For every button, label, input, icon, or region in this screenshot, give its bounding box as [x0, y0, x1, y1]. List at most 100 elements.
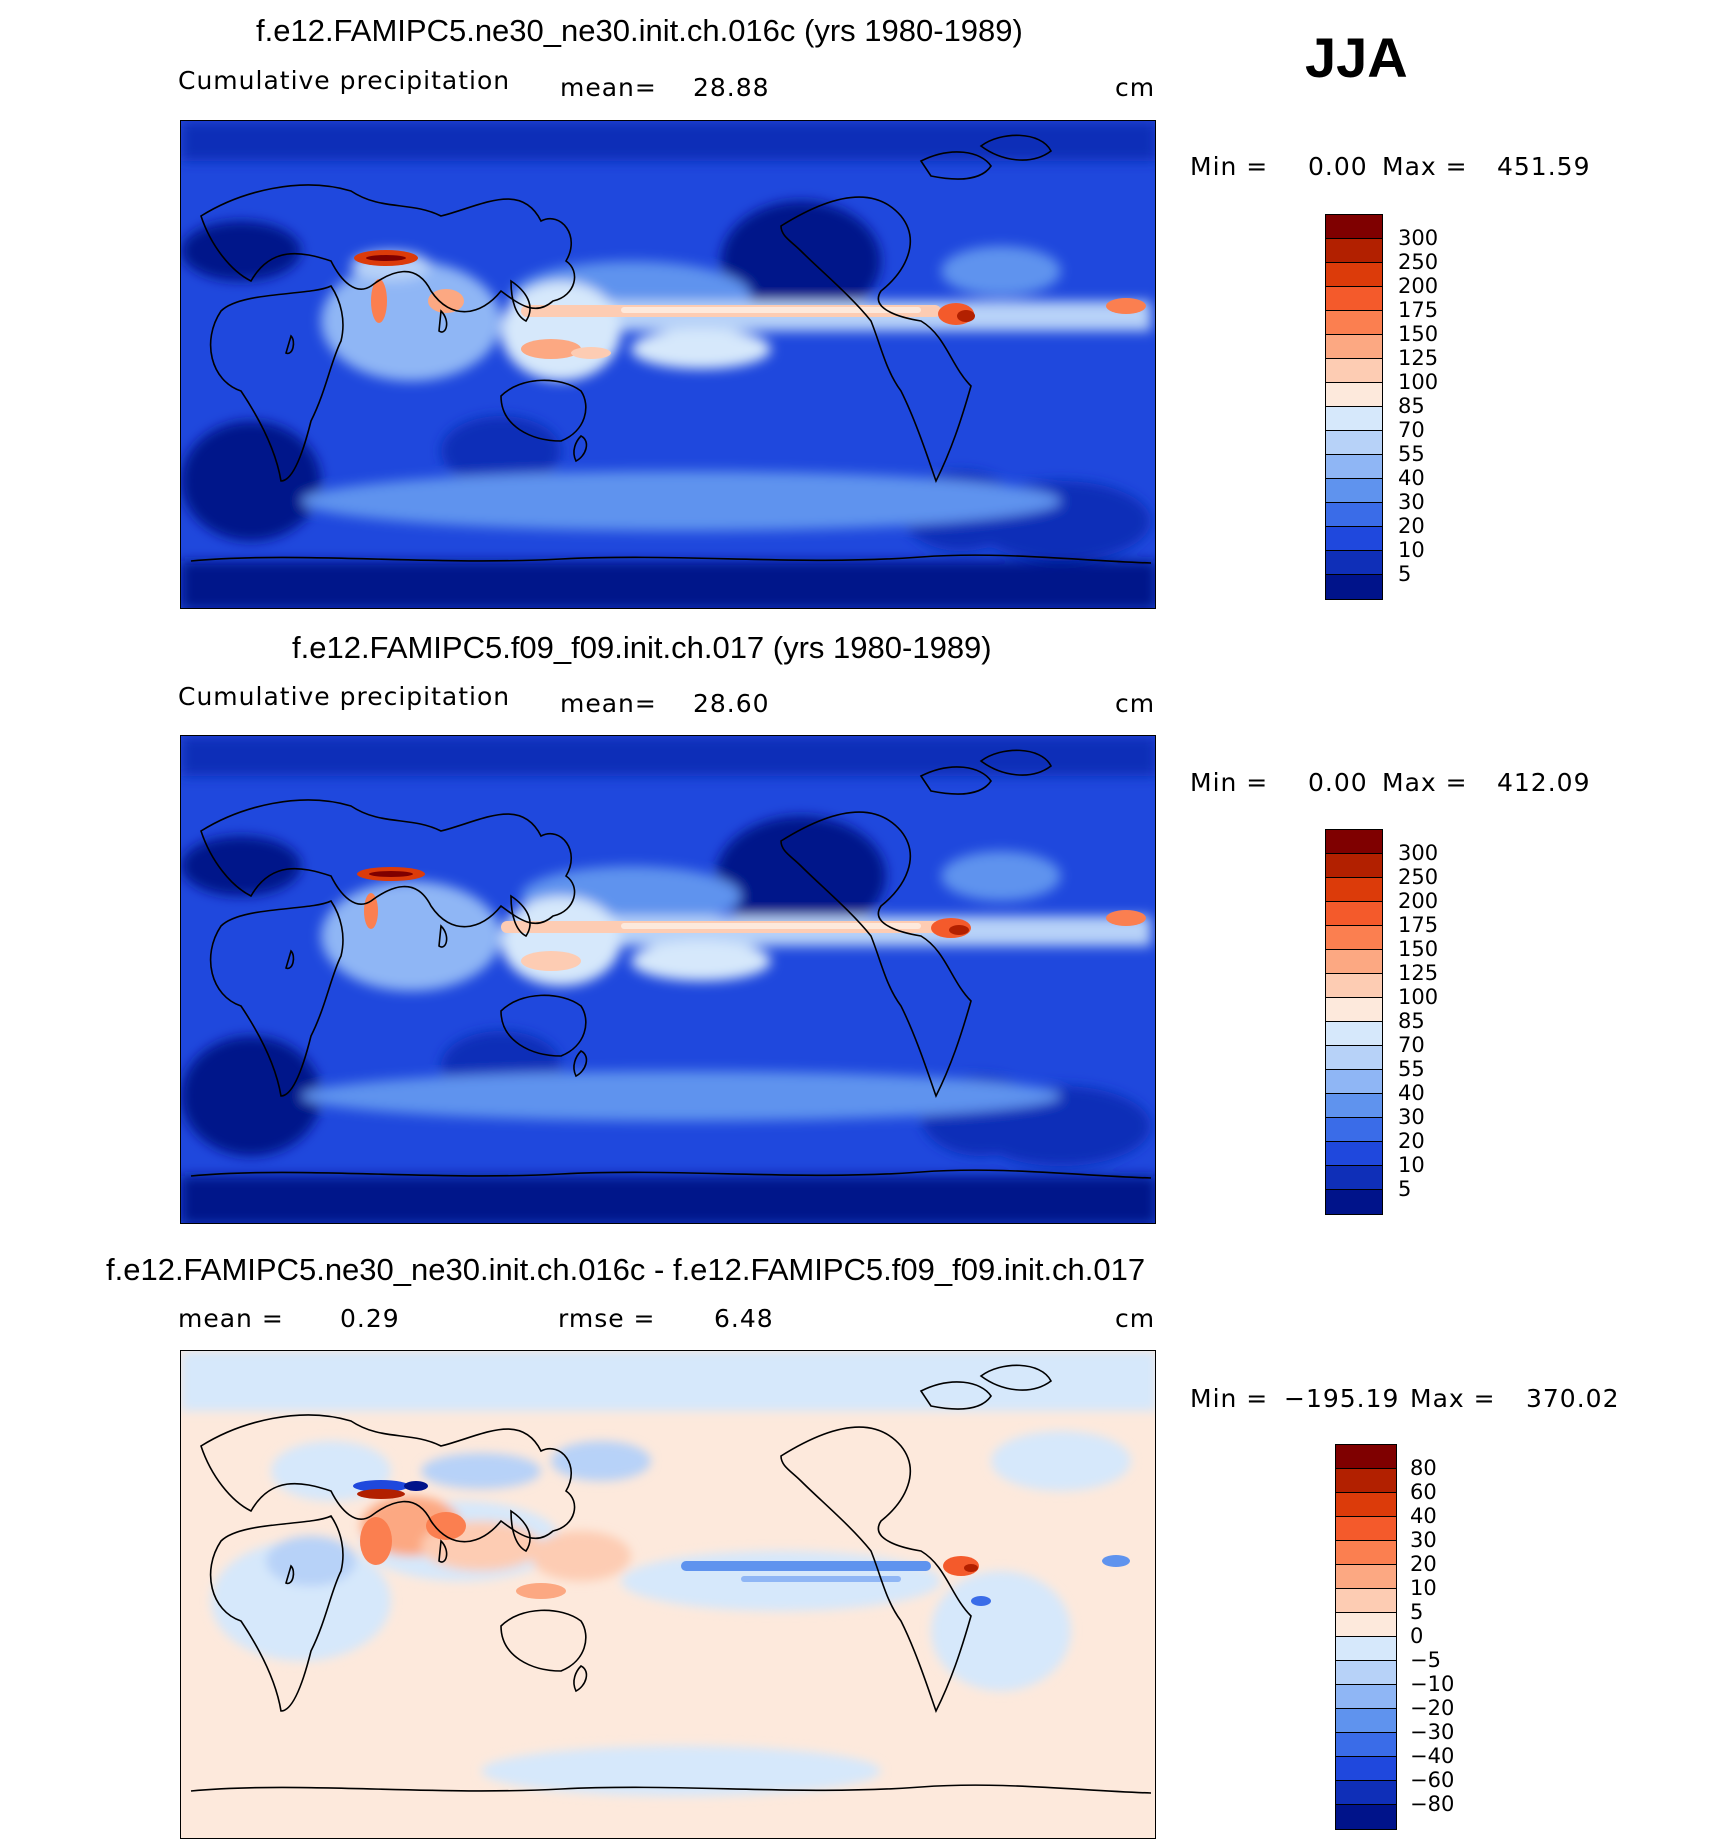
panel-3-min-label: Min =	[1190, 1384, 1269, 1413]
colorbar-cell	[1326, 239, 1382, 263]
colorbar-tick-label: 150	[1398, 937, 1439, 961]
panel-2-colorbar-labels: 300 250 200 175 150 125 100 85 70 55 40 30 20 10 5	[1398, 829, 1478, 1215]
colorbar-tick-label: 100	[1398, 370, 1439, 394]
colorbar-cell	[1326, 359, 1382, 383]
panel-3-rmse-label: rmse =	[558, 1304, 656, 1333]
colorbar-cell	[1326, 479, 1382, 503]
colorbar-cell	[1336, 1733, 1396, 1757]
colorbar-cell	[1326, 830, 1382, 854]
colorbar-tick-label: 40	[1410, 1504, 1437, 1528]
colorbar-tick-label: −5	[1410, 1648, 1441, 1672]
panel-3-max-value: 370.02	[1526, 1384, 1620, 1413]
panel-3-units: cm	[1115, 1304, 1156, 1333]
colorbar-cell	[1326, 974, 1382, 998]
colorbar-cell	[1326, 1094, 1382, 1118]
panel-3-min-value: −195.19	[1284, 1384, 1400, 1413]
season-label: JJA	[1305, 26, 1408, 89]
colorbar-cell	[1326, 335, 1382, 359]
panel-2-min-value: 0.00	[1308, 768, 1368, 797]
colorbar-tick-label: 85	[1398, 394, 1425, 418]
colorbar-cell	[1336, 1469, 1396, 1493]
colorbar-tick-label: −10	[1410, 1672, 1455, 1696]
colorbar-cell	[1336, 1805, 1396, 1829]
colorbar-cell	[1326, 503, 1382, 527]
colorbar-tick-label: 70	[1398, 1033, 1425, 1057]
panel-2-max-label: Max =	[1382, 768, 1468, 797]
colorbar-tick-label: 70	[1398, 418, 1425, 442]
colorbar-cell	[1326, 1142, 1382, 1166]
panel-1-min-label: Min =	[1190, 152, 1269, 181]
colorbar-cell	[1326, 926, 1382, 950]
panel-3-max-label: Max =	[1410, 1384, 1496, 1413]
colorbar-tick-label: 5	[1410, 1600, 1424, 1624]
colorbar-cell	[1326, 215, 1382, 239]
colorbar-cell	[1326, 1166, 1382, 1190]
colorbar-cell	[1326, 551, 1382, 575]
colorbar-tick-label: 10	[1398, 1153, 1425, 1177]
panel-1-title: f.e12.FAMIPC5.ne30_ne30.init.ch.016c (yr…	[256, 13, 1023, 48]
panel-2-title: f.e12.FAMIPC5.f09_f09.init.ch.017 (yrs 1…	[292, 630, 992, 665]
colorbar-cell	[1326, 1190, 1382, 1214]
colorbar-tick-label: 200	[1398, 274, 1439, 298]
colorbar-cell	[1326, 431, 1382, 455]
panel-2-mean-value: 28.60	[693, 689, 770, 718]
panel-3-map-canvas	[181, 1351, 1155, 1838]
colorbar-cell	[1326, 1118, 1382, 1142]
colorbar-tick-label: 5	[1398, 1177, 1412, 1201]
colorbar-cell	[1336, 1565, 1396, 1589]
colorbar-cell	[1336, 1637, 1396, 1661]
colorbar-tick-label: 20	[1398, 1129, 1425, 1153]
panel-2-colorbar	[1325, 829, 1383, 1215]
colorbar-cell	[1336, 1613, 1396, 1637]
colorbar-cell	[1326, 998, 1382, 1022]
colorbar-tick-label: 250	[1398, 865, 1439, 889]
panel-1-colorbar	[1325, 214, 1383, 600]
panel-2-mean-label: mean=	[560, 689, 657, 718]
colorbar-tick-label: 10	[1410, 1576, 1437, 1600]
colorbar-cell	[1326, 407, 1382, 431]
colorbar-tick-label: 125	[1398, 961, 1439, 985]
panel-3-title: f.e12.FAMIPC5.ne30_ne30.init.ch.016c - f…	[106, 1252, 1146, 1287]
colorbar-tick-label: 40	[1398, 1081, 1425, 1105]
colorbar-cell	[1336, 1757, 1396, 1781]
colorbar-cell	[1326, 950, 1382, 974]
panel-1-precip-map	[180, 120, 1156, 609]
panel-1-max-label: Max =	[1382, 152, 1468, 181]
colorbar-cell	[1336, 1445, 1396, 1469]
panel-3-colorbar	[1335, 1444, 1397, 1830]
panel-3-colorbar-labels: 80 60 40 30 20 10 5 0 −5 −10 −20 −30 −40 −60 −80	[1410, 1444, 1500, 1830]
panel-1-units: cm	[1115, 73, 1156, 102]
panel-3-rmse-value: 6.48	[714, 1304, 774, 1333]
colorbar-cell	[1326, 1070, 1382, 1094]
panel-2-units: cm	[1115, 689, 1156, 718]
colorbar-cell	[1336, 1685, 1396, 1709]
colorbar-tick-label: 85	[1398, 1009, 1425, 1033]
colorbar-tick-label: 40	[1398, 466, 1425, 490]
colorbar-tick-label: 80	[1410, 1456, 1437, 1480]
panel-3-mean-value: 0.29	[340, 1304, 400, 1333]
colorbar-tick-label: 20	[1398, 514, 1425, 538]
colorbar-tick-label: −20	[1410, 1696, 1455, 1720]
panel-1-mean-label: mean=	[560, 73, 657, 102]
colorbar-tick-label: −60	[1410, 1768, 1455, 1792]
colorbar-tick-label: 30	[1410, 1528, 1437, 1552]
colorbar-tick-label: 20	[1410, 1552, 1437, 1576]
panel-1-map-canvas	[181, 121, 1155, 608]
colorbar-tick-label: 175	[1398, 298, 1439, 322]
colorbar-tick-label: 250	[1398, 250, 1439, 274]
panel-2-min-label: Min =	[1190, 768, 1269, 797]
colorbar-cell	[1336, 1493, 1396, 1517]
colorbar-tick-label: 30	[1398, 1105, 1425, 1129]
colorbar-tick-label: −30	[1410, 1720, 1455, 1744]
colorbar-cell	[1336, 1661, 1396, 1685]
panel-3-mean-label: mean =	[178, 1304, 284, 1333]
colorbar-tick-label: 300	[1398, 841, 1439, 865]
colorbar-cell	[1336, 1781, 1396, 1805]
colorbar-tick-label: 125	[1398, 346, 1439, 370]
panel-2-map-canvas	[181, 736, 1155, 1223]
colorbar-tick-label: 5	[1398, 562, 1412, 586]
colorbar-tick-label: 55	[1398, 442, 1425, 466]
colorbar-cell	[1326, 1022, 1382, 1046]
colorbar-cell	[1326, 263, 1382, 287]
panel-1-variable-label: Cumulative precipitation	[178, 66, 511, 95]
